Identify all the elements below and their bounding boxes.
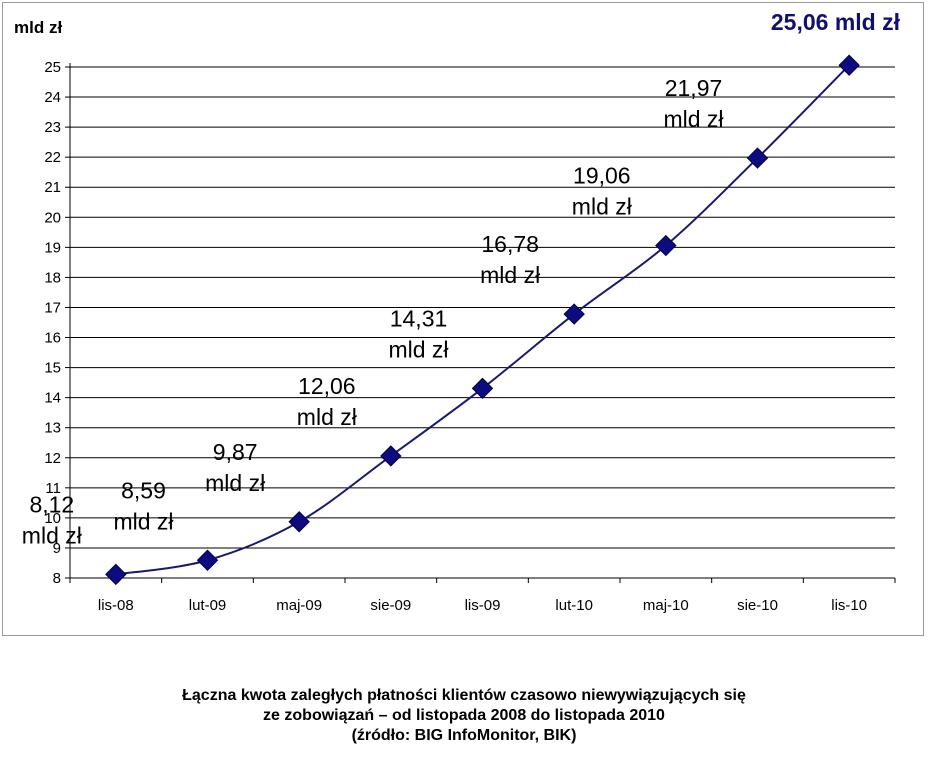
data-label-value-lis-08: 8,12 [29,491,74,517]
x-tick-label-maj-10: maj-10 [643,597,689,614]
x-tick-label-lis-08: lis-08 [98,597,134,614]
line-chart: mld zł 25,06 mld zł 8 9 10 11 12 13 14 15 16 17 18… [14,9,901,614]
data-label-unit-sie-10: mld zł [663,106,723,132]
caption-line-3: (źródło: BIG InfoMonitor, BIK) [351,727,577,744]
y-tick-label-15: 15 [44,360,61,377]
y-tick-label-18: 18 [44,269,61,286]
x-tick-label-lis-09: lis-09 [465,597,501,614]
y-tick-label-24: 24 [44,89,61,106]
series-path [115,64,850,576]
final-value-label: 25,06 mld zł [771,9,901,35]
data-label-value-maj-10: 19,06 [573,163,631,189]
y-unit-label: mld zł [14,18,62,37]
caption-line-1: Łączna kwota zaległych płatności klientó… [182,687,746,704]
data-label-value-lut-09: 8,59 [121,477,166,503]
caption-line-2: ze zobowiązań – od listopada 2008 do lis… [263,707,665,724]
y-tick-label-23: 23 [44,119,61,136]
y-tick-label-21: 21 [44,179,61,196]
x-tick-label-lut-09: lut-09 [189,597,227,614]
data-label-unit-sie-09: mld zł [297,404,357,430]
data-point-lut-10 [563,303,585,325]
data-points [105,54,860,586]
chart-caption: Łączna kwota zaległych płatności klientó… [0,686,928,746]
data-point-lut-09 [196,549,219,571]
x-tick-label-sie-10: sie-10 [737,597,778,614]
y-tick-label-22: 22 [44,149,61,166]
y-axis-ticks: 8 9 10 11 12 13 14 15 16 17 18 19 20 21 22 23 24 25 [44,59,70,587]
x-tick-label-lis-10: lis-10 [831,597,867,614]
data-label-value-lut-10: 16,78 [481,231,539,257]
grid-lines [70,66,895,549]
x-tick-label-maj-09: maj-09 [276,597,322,614]
y-tick-label-19: 19 [44,239,61,256]
axes [69,63,895,579]
y-tick-label-25: 25 [44,59,61,76]
data-point-sie-10 [746,147,769,169]
y-tick-label-17: 17 [44,299,61,316]
data-point-lis-08 [105,563,127,586]
y-tick-label-14: 14 [44,390,61,407]
data-point-maj-10 [655,234,677,257]
data-labels: 8,12 mld zł 8,59 mld zł 9,87 mld zł 12,06 mld z… [22,75,724,548]
data-label-unit-lut-10: mld zł [480,262,540,288]
data-point-lis-10 [838,54,860,76]
data-point-sie-09 [380,445,402,467]
y-tick-label-16: 16 [44,330,61,347]
data-label-value-maj-09: 9,87 [213,439,258,465]
y-tick-label-11: 11 [45,480,61,497]
x-axis-ticks: lis-08 lut-09 maj-09 sie-09 lis-09 lut-10 maj-… [69,578,896,614]
y-tick-label-13: 13 [44,420,61,437]
data-label-unit-maj-10: mld zł [572,194,632,220]
y-tick-label-20: 20 [44,209,61,226]
data-label-value-sie-09: 12,06 [298,373,356,399]
chart-frame [2,2,924,636]
data-label-unit-lis-09: mld zł [388,336,448,362]
data-label-unit-lis-08: mld zł [22,522,82,548]
data-label-value-sie-10: 21,97 [665,75,723,101]
data-label-value-lis-09: 14,31 [390,305,448,331]
y-tick-label-10: 10 [44,510,61,527]
x-tick-label-sie-09: sie-09 [370,597,411,614]
data-point-lis-09 [471,377,494,400]
y-tick-label-8: 8 [53,570,61,587]
series-line [115,64,850,576]
data-label-unit-lut-09: mld zł [113,508,173,534]
data-point-maj-09 [288,511,310,533]
x-tick-label-lut-10: lut-10 [555,597,593,614]
y-tick-label-12: 12 [44,450,61,467]
y-tick-label-9: 9 [53,540,61,557]
data-label-unit-maj-09: mld zł [205,470,265,496]
